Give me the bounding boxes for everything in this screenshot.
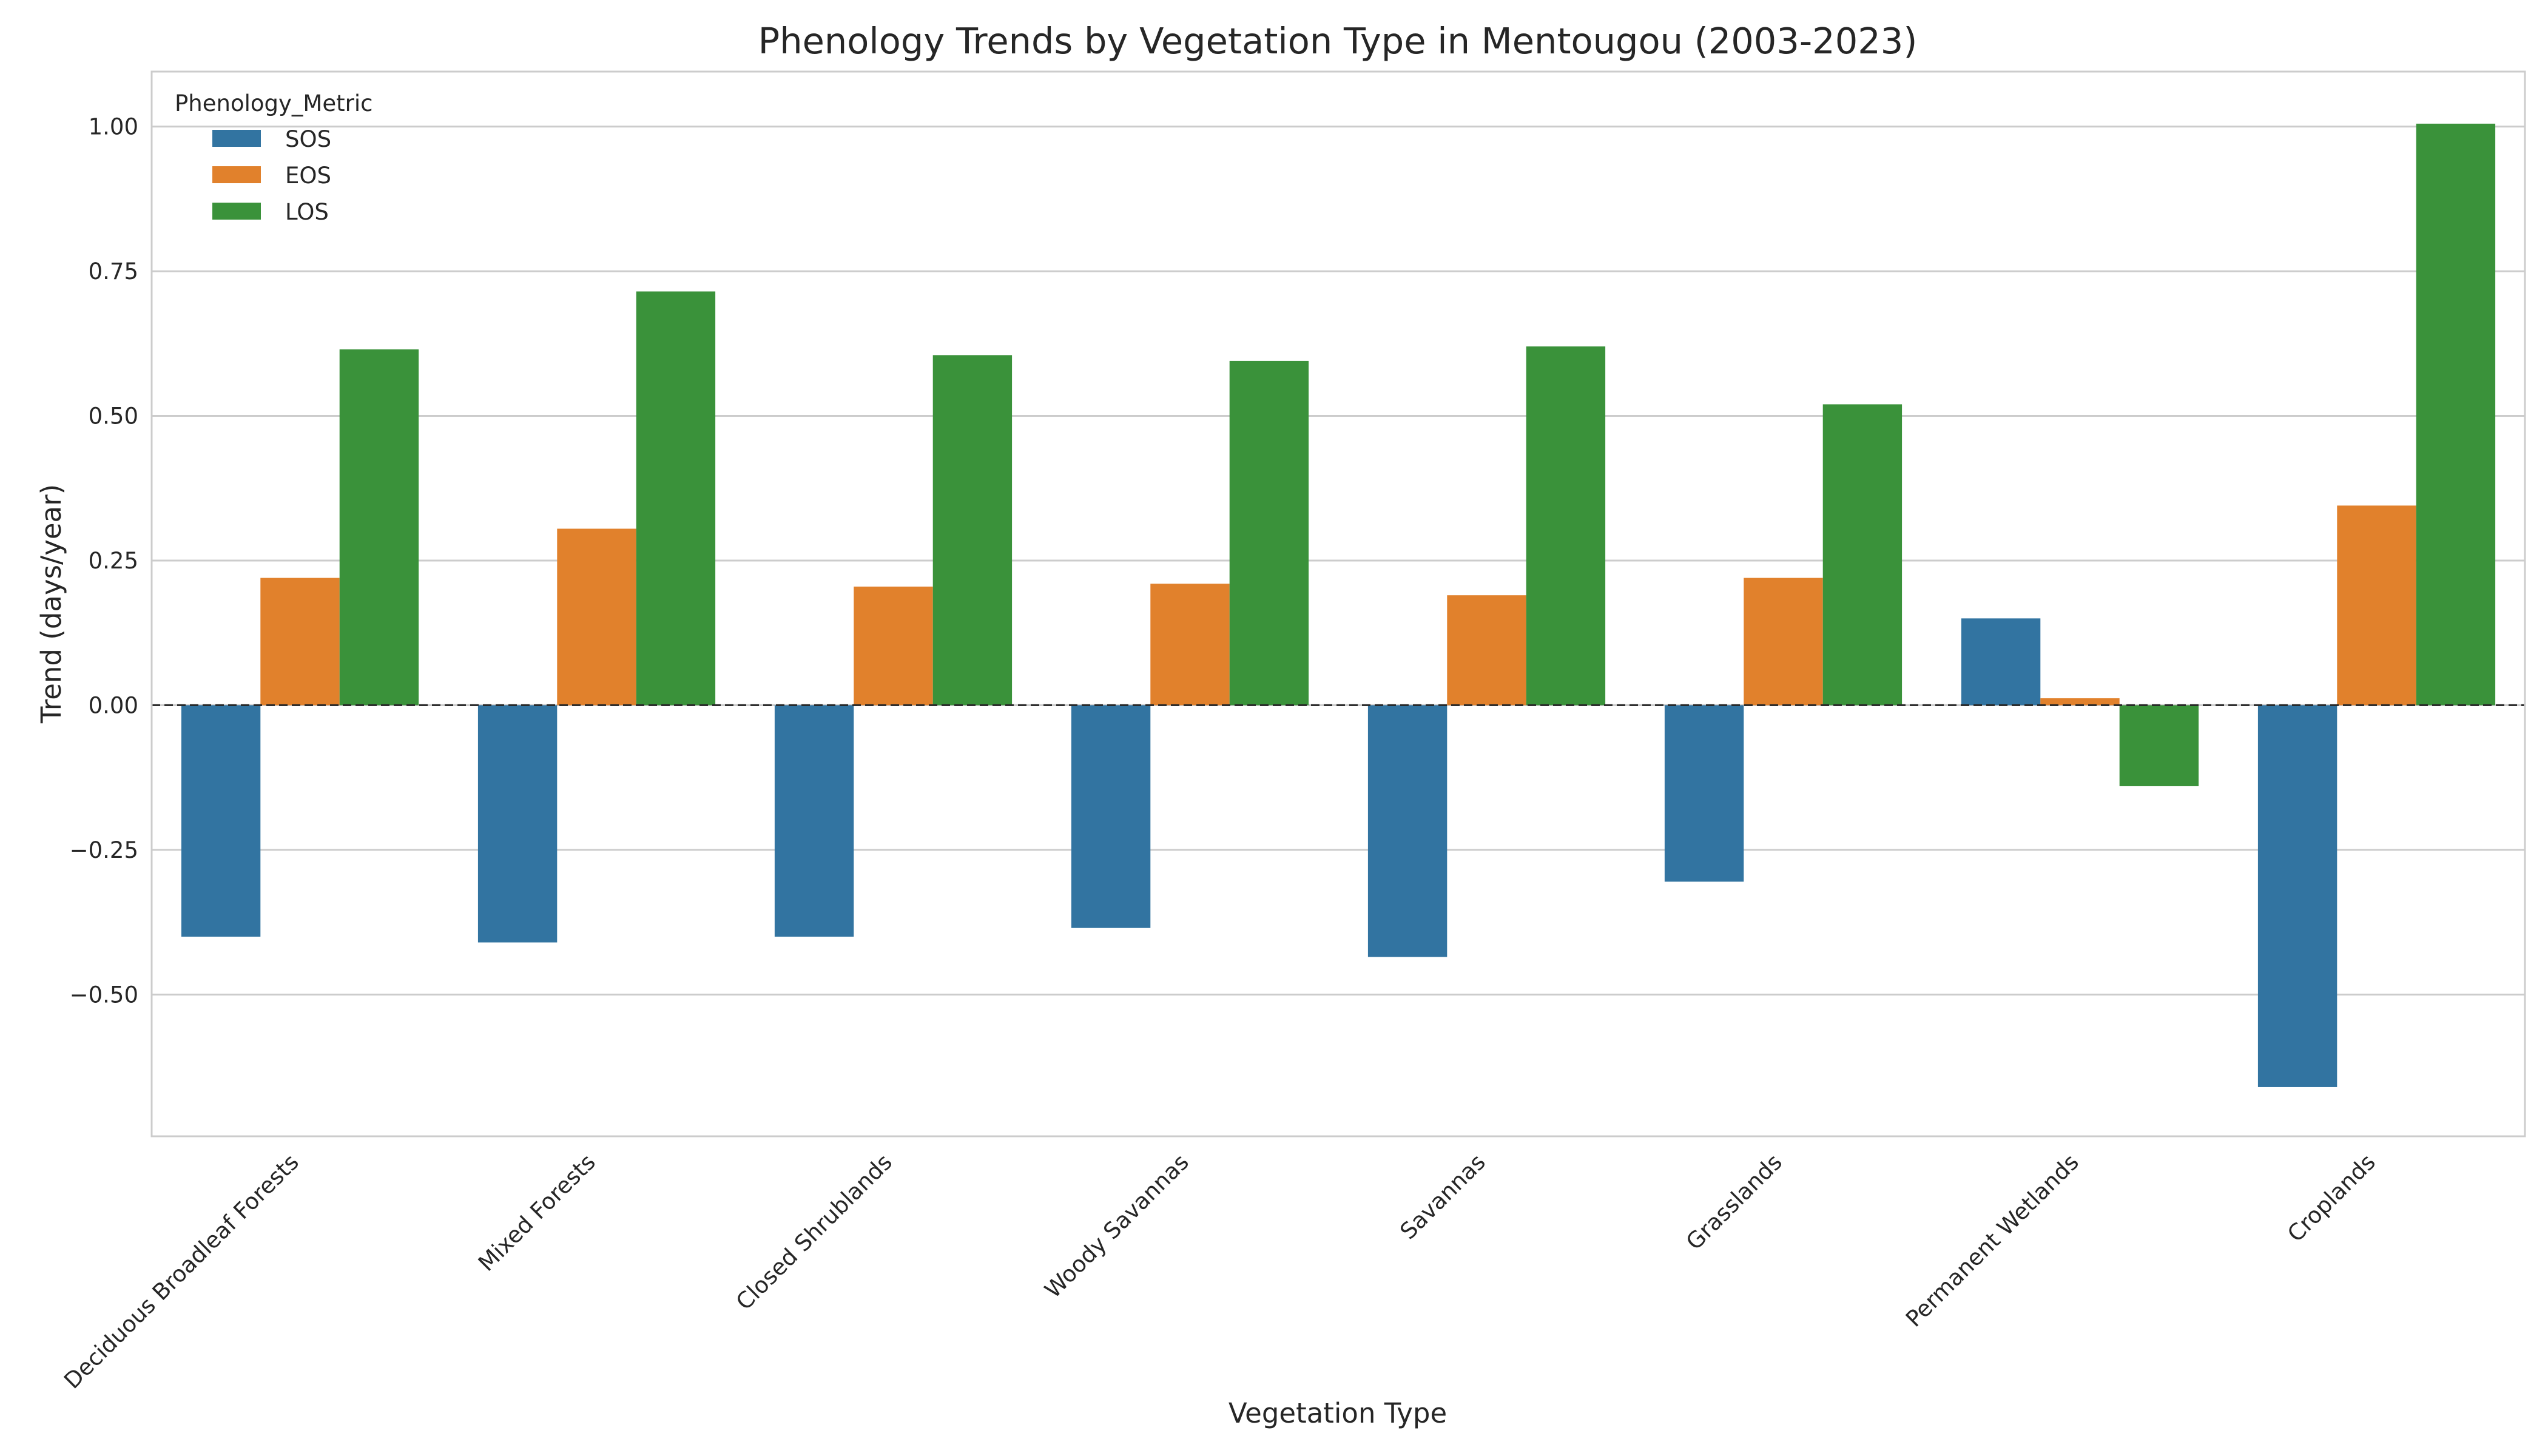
bar-los-3 <box>1229 360 1309 706</box>
bar-los-2 <box>932 355 1013 706</box>
bar-sos-3 <box>1071 705 1151 928</box>
plot-frame <box>150 70 2526 1138</box>
bar-eos-1 <box>557 528 636 706</box>
bar-los-4 <box>1526 346 1606 706</box>
chart-title: Phenology Trends by Vegetation Type in M… <box>758 20 1918 62</box>
y-tick-label: 0.00 <box>89 692 138 718</box>
bar-sos-7 <box>2257 705 2337 1087</box>
legend-swatch-sos <box>212 130 261 147</box>
bar-sos-2 <box>774 705 854 937</box>
bar-eos-0 <box>260 578 340 706</box>
bar-eos-2 <box>854 586 933 706</box>
legend-swatch-los <box>212 203 261 220</box>
bar-los-6 <box>2119 705 2199 786</box>
bar-sos-0 <box>181 705 261 937</box>
bar-eos-4 <box>1447 595 1526 706</box>
bar-sos-5 <box>1664 705 1744 882</box>
bar-los-0 <box>339 349 419 706</box>
bars <box>181 123 2496 1087</box>
bar-los-1 <box>636 291 716 706</box>
x-axis-label: Vegetation Type <box>1228 1397 1447 1429</box>
bar-los-5 <box>1822 404 1903 706</box>
legend-label-los: LOS <box>285 199 329 225</box>
bar-eos-3 <box>1150 584 1230 706</box>
bar-eos-5 <box>1744 578 1823 706</box>
y-tick-label: 0.25 <box>89 548 138 574</box>
bar-los-7 <box>2416 123 2496 706</box>
bar-sos-1 <box>477 705 558 943</box>
legend-label-sos: SOS <box>285 126 331 152</box>
y-axis-label: Trend (days/year) <box>35 484 67 724</box>
legend-swatch-eos <box>212 166 261 183</box>
y-tick-label: 1.00 <box>89 114 138 140</box>
y-tick-label: 0.75 <box>89 258 138 285</box>
bar-eos-6 <box>2040 698 2120 706</box>
legend-label-eos: EOS <box>285 163 331 189</box>
bar-sos-4 <box>1367 705 1448 957</box>
legend-title: Phenology_Metric <box>175 90 372 116</box>
legend: Phenology_Metric SOS EOS LOS <box>175 90 372 225</box>
y-tick-label: −0.50 <box>70 982 138 1008</box>
y-tick-label: −0.25 <box>70 837 138 863</box>
bar-sos-6 <box>1961 618 2041 706</box>
y-tick-label: 0.50 <box>89 403 138 430</box>
bar-eos-7 <box>2337 505 2416 706</box>
